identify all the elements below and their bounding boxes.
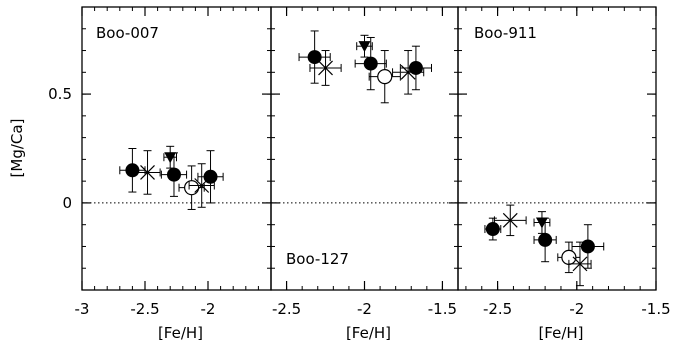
x-axis-label: [Fe/H] — [158, 324, 203, 342]
filled-circle-marker — [363, 56, 378, 71]
filled-circle-marker — [125, 163, 140, 178]
x-tick-label: -2 — [569, 300, 584, 318]
x-tick-label: -2 — [201, 300, 216, 318]
y-tick-label: 0.5 — [48, 85, 72, 103]
x-tick-label: -1.5 — [428, 300, 457, 318]
x-tick-label: -2.5 — [272, 300, 301, 318]
data-point — [533, 217, 557, 263]
y-axis-label: [Mg/Ca] — [8, 119, 26, 178]
cross-marker — [140, 165, 155, 180]
data-point — [484, 217, 502, 241]
y-tick-label: 0 — [62, 194, 72, 212]
x-tick-label: -1.5 — [641, 300, 670, 318]
x-tick-label: -2 — [357, 300, 372, 318]
data-point — [368, 50, 401, 104]
data-point — [571, 224, 605, 269]
x-tick-label: -3 — [75, 300, 90, 318]
x-tick-label: -2.5 — [130, 300, 159, 318]
panel-3: -2.5 -2 -1.5 [Fe/H] Boo-911 — [457, 6, 671, 342]
data-point — [160, 152, 188, 197]
panel-frame — [457, 6, 657, 291]
cross-marker — [318, 60, 333, 76]
data-point — [354, 36, 387, 91]
cross-marker — [572, 256, 588, 272]
cross-marker — [502, 212, 518, 228]
data-point — [188, 163, 215, 208]
data-point — [298, 30, 331, 84]
filled-circle-marker — [166, 167, 181, 182]
open-circle-marker — [184, 180, 200, 196]
filled-circle-marker — [580, 239, 595, 254]
filled-triangle-marker — [358, 41, 371, 53]
filled-circle-marker — [408, 60, 423, 75]
data-point — [134, 150, 161, 195]
panel-title: Boo-007 — [96, 24, 159, 42]
panel-title: Boo-911 — [474, 24, 537, 42]
x-tick-label: -2.5 — [483, 300, 512, 318]
filled-circle-marker — [307, 50, 322, 65]
data-point — [163, 145, 177, 169]
panel-frame — [81, 6, 272, 291]
data-point — [309, 50, 342, 86]
filled-circle-marker — [203, 169, 218, 184]
data-point — [197, 150, 224, 204]
x-axis-label: [Fe/H] — [346, 324, 391, 342]
panel-2: -2.5 -2 -1.5 [Fe/H] Boo-127 — [270, 6, 459, 342]
open-circle-marker — [377, 69, 393, 85]
data-point — [493, 204, 527, 237]
data-point — [533, 211, 551, 234]
data-point — [356, 34, 373, 58]
panel-1: -3 -2.5 -2 0 0.5 [Fe/H] Boo-007 — [48, 6, 272, 342]
filled-triangle-marker — [164, 152, 177, 164]
filled-circle-marker — [538, 232, 553, 247]
panel-title: Boo-127 — [286, 250, 349, 268]
data-point — [399, 45, 433, 91]
data-point — [119, 148, 146, 193]
filled-circle-marker — [485, 222, 500, 237]
x-axis-label: [Fe/H] — [538, 324, 583, 342]
